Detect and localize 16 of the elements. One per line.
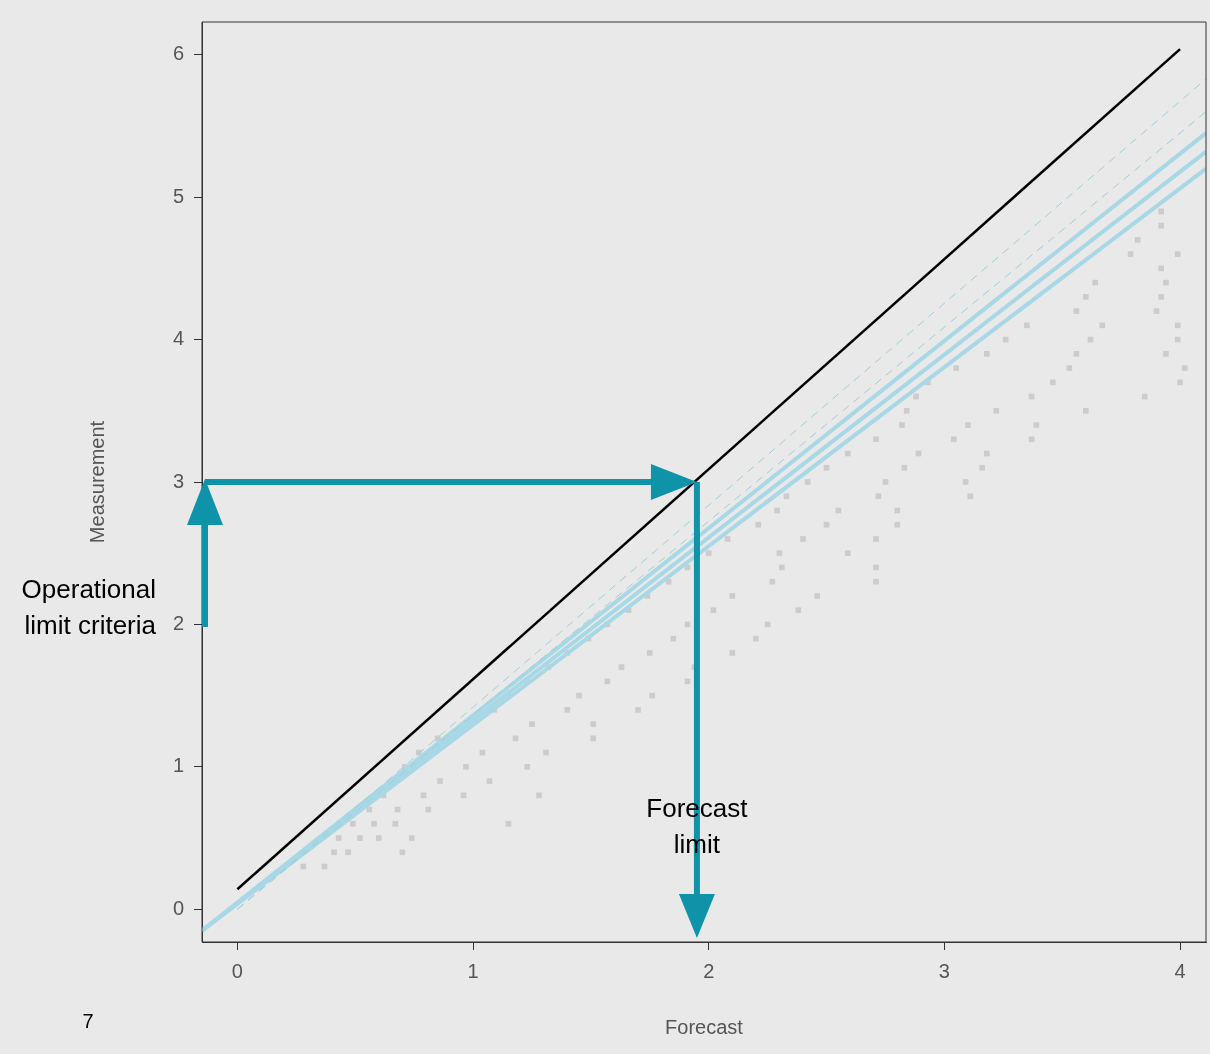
y-tick-label: 5 xyxy=(172,184,184,207)
x-axis-title: Forecast xyxy=(665,1015,744,1038)
y-axis-title: Measurement xyxy=(85,420,108,544)
y-tick-label: 1 xyxy=(172,754,184,777)
text: 7 xyxy=(82,1009,94,1032)
y-tick-label: 6 xyxy=(172,42,184,65)
x-tick-label: 4 xyxy=(1174,959,1186,982)
y-tick-label: 3 xyxy=(172,469,184,492)
x-tick-label: 0 xyxy=(231,959,243,982)
y-tick-label: 0 xyxy=(172,896,184,919)
x-tick-label: 1 xyxy=(467,959,479,982)
y-tick-label: 4 xyxy=(172,327,184,350)
x-tick-label: 2 xyxy=(703,959,715,982)
text: Operational limit criteria xyxy=(21,574,157,641)
y-tick-label: 2 xyxy=(172,611,184,634)
x-tick-label: 3 xyxy=(938,959,950,982)
